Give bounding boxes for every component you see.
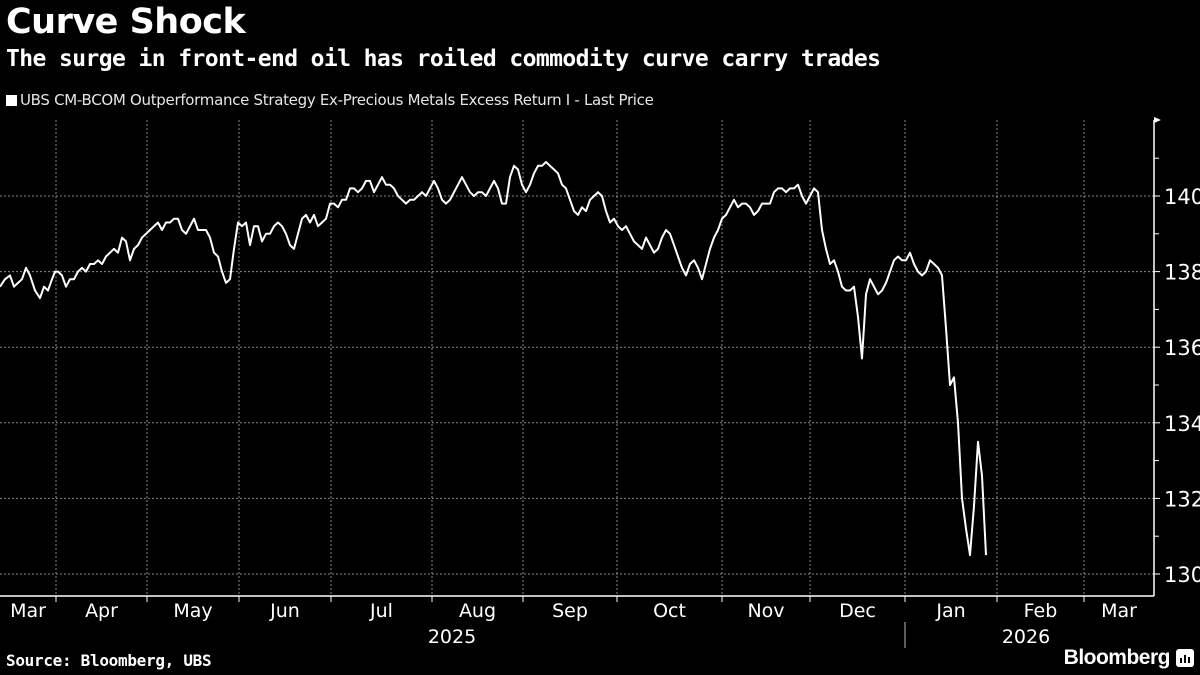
svg-text:May: May [173, 600, 212, 622]
svg-text:Apr: Apr [85, 600, 118, 622]
svg-text:130: 130 [1164, 563, 1200, 587]
legend-label: UBS CM-BCOM Outperformance Strategy Ex-P… [20, 91, 654, 109]
svg-text:136: 136 [1164, 336, 1200, 360]
svg-text:138: 138 [1164, 261, 1200, 285]
svg-text:Nov: Nov [747, 600, 784, 622]
x-axis-labels: Mar Apr May Jun Jul Aug Sep Oct Nov Dec Jan Feb Mar 2… [10, 600, 1137, 648]
svg-text:Jul: Jul [369, 600, 393, 622]
svg-text:Jun: Jun [269, 600, 300, 622]
svg-text:Oct: Oct [653, 600, 686, 622]
gridlines [0, 120, 1154, 596]
y-axis-labels: 130 132 134 136 138 140 [1164, 185, 1200, 587]
svg-text:Mar: Mar [10, 600, 46, 622]
svg-text:Mar: Mar [1101, 600, 1137, 622]
svg-text:Sep: Sep [552, 600, 588, 622]
svg-text:Jan: Jan [935, 600, 965, 622]
svg-text:Aug: Aug [459, 600, 496, 622]
bloomberg-logo: Bloomberg [1063, 646, 1171, 669]
svg-text:140: 140 [1164, 185, 1200, 209]
price-line [0, 161, 987, 557]
svg-text:Dec: Dec [839, 600, 876, 622]
chart-subtitle: The surge in front-end oil has roiled co… [6, 46, 881, 72]
legend-swatch-icon [6, 94, 17, 106]
svg-text:134: 134 [1164, 412, 1200, 436]
svg-text:2026: 2026 [1002, 626, 1050, 648]
svg-text:2025: 2025 [428, 626, 476, 648]
svg-text:132: 132 [1164, 487, 1200, 511]
bloomberg-chart-icon [1176, 649, 1194, 667]
legend: UBS CM-BCOM Outperformance Strategy Ex-P… [6, 91, 654, 109]
svg-text:Feb: Feb [1024, 600, 1058, 622]
source-note: Source: Bloomberg, UBS [6, 651, 212, 670]
axes [0, 117, 1161, 648]
chart-title: Curve Shock [6, 2, 246, 42]
